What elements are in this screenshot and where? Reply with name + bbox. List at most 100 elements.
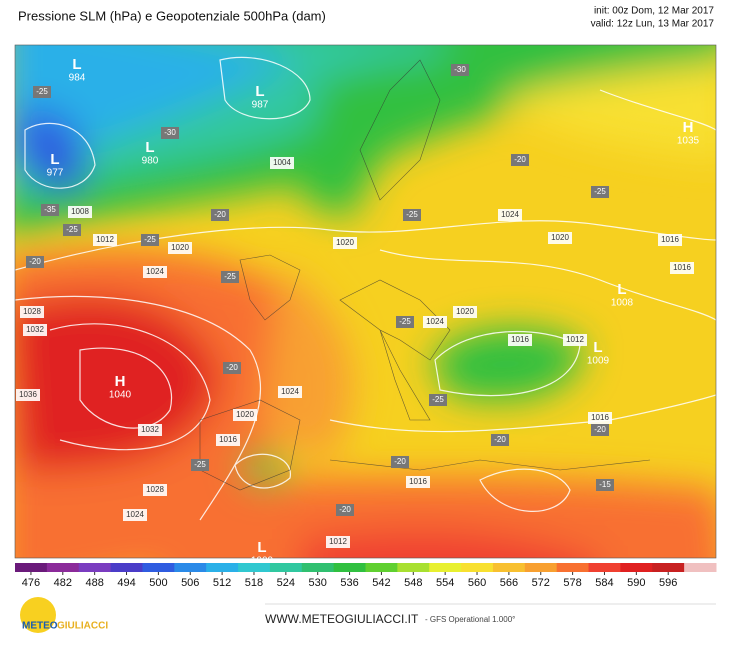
colorbar-segment [556,563,590,572]
geopotential-label: -20 [214,210,226,219]
colorbar-segment [238,563,271,572]
logo-sun [20,597,56,633]
isobar-label-box [138,424,162,436]
center-value: 1008 [611,298,634,309]
colorbar-label: 548 [404,577,422,589]
colorbar-segment [492,563,526,572]
center-letter: L [257,539,266,556]
isobar-label-box [168,242,192,254]
valid: valid: 12z Lun, 13 Mar 2017 [591,19,715,30]
isobar-label: 1016 [673,263,691,272]
geopotential-label-box [223,362,241,374]
geopotential-label-box [391,456,409,468]
geopotential-label-box [451,64,469,76]
colorbar-segment [620,563,653,572]
isobar-label: 1016 [591,413,609,422]
isobar-label: 1024 [126,510,144,519]
colorbar-label: 536 [340,577,358,589]
colorbar-label: 542 [372,577,390,589]
colorbar-label: 500 [149,577,167,589]
colorbar-segment [110,563,143,572]
colorbar-label: 596 [659,577,677,589]
isobar-label-box [670,262,694,274]
colorbar-segment [588,563,621,572]
logo-a: METEO [22,621,58,632]
geopotential-label: -35 [44,205,56,214]
center-value: 1009 [587,356,610,367]
map-frame [14,44,717,559]
isobar-label: 1016 [409,477,427,486]
isobar-label: 1020 [336,238,354,247]
geopotential-label-box [221,271,239,283]
geopotential-label: -25 [36,87,48,96]
geopotential-label-box [41,204,59,216]
geopotential-label: -25 [406,210,418,219]
geopotential-label: -25 [432,395,444,404]
isobar-label-box [233,409,257,421]
isobar-label: 1024 [146,267,164,276]
geopotential-label-box [211,209,229,221]
center-letter: H [683,119,694,136]
geopotential-label: -20 [594,425,606,434]
colorbar-label: 512 [213,577,231,589]
geopotential-label-box [403,209,421,221]
site: WWW.METEOGIULIACCI.IT [265,612,419,626]
colorbar-segment [46,563,80,572]
isobar-label-box [563,334,587,346]
geopotential-label-box [33,86,51,98]
isobar-label-box [278,386,302,398]
isobar-label-box [123,509,147,521]
geopotential-label-box [511,154,529,166]
colorbar-label: 566 [500,577,518,589]
isobar-label: 1032 [26,325,44,334]
isobar-label: 1012 [329,537,347,546]
isobar-label-box [23,324,47,336]
geopotential-label: -20 [394,457,406,466]
center-letter: L [255,83,264,100]
geopotential-label: -30 [454,65,466,74]
colorbar-segment [365,563,398,572]
isobar-label: 1024 [501,210,519,219]
isobar-label: 1024 [281,387,299,396]
geopotential-label-box [336,504,354,516]
colorbar-segment [206,563,239,572]
colorbar-segment [333,563,366,572]
center-letter: H [115,373,126,390]
isobar-label-box [423,316,447,328]
isobar-label-box [453,306,477,318]
center-letter: L [72,56,81,73]
colorbar-label: 518 [245,577,263,589]
center-value: 1009 [251,556,274,567]
colorbar-label: 488 [85,577,103,589]
geopotential-label: -25 [594,187,606,196]
center-letter: L [593,339,602,356]
geopotential-label-box [26,256,44,268]
isobar-label-box [406,476,430,488]
geopotential-label: -20 [226,363,238,372]
geopotential-label: -25 [194,460,206,469]
isobar-label: 1024 [426,317,444,326]
colorbar-segment [429,563,462,572]
isobar-label-box [270,157,294,169]
isobar-label: 1028 [23,307,41,316]
geopotential-label: -25 [66,225,78,234]
geopotential-label: -25 [144,235,156,244]
isobar-label: 1020 [236,410,254,419]
geopotential-label-box [191,459,209,471]
geopotential-label: -20 [29,257,41,266]
colorbar-segment [78,563,112,572]
center-letter: L [50,151,59,168]
colorbar-label: 530 [309,577,327,589]
colorbar-segment [174,563,207,572]
isobar-label: 1012 [566,335,584,344]
isobar-label-box [143,484,167,496]
geopotential-label-box [141,234,159,246]
init: init: 00z Dom, 12 Mar 2017 [594,6,714,17]
isobar-label: 1004 [273,158,291,167]
isobar-label: 1016 [511,335,529,344]
colorbar-segment [15,563,48,572]
colorbar-segment [397,563,430,572]
isobar-label: 1036 [19,390,37,399]
colorbar-label: 560 [468,577,486,589]
